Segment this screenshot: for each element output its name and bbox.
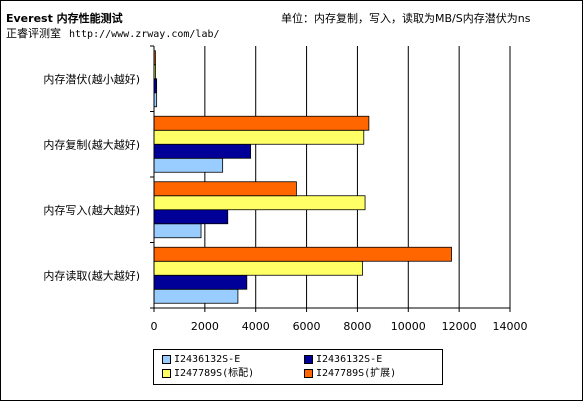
legend-item: I2436132S-E bbox=[162, 353, 240, 367]
bar bbox=[153, 115, 370, 131]
x-tick-label: 2000 bbox=[191, 320, 219, 333]
source-line: 正睿评测室 http://www.zrway.com/lab/ bbox=[6, 25, 220, 41]
bar bbox=[153, 223, 202, 239]
legend-swatch bbox=[162, 368, 171, 378]
x-tick-label: 6000 bbox=[293, 320, 321, 333]
x-tick-label: 8000 bbox=[343, 320, 371, 333]
bar bbox=[153, 195, 366, 211]
legend-swatch bbox=[304, 354, 313, 364]
x-tick-label: 12000 bbox=[442, 320, 477, 333]
category-label: 内存读取(越大越好) bbox=[43, 268, 140, 282]
x-tick-label: 0 bbox=[151, 320, 158, 333]
category-label: 内存潜伏(越小越好) bbox=[43, 72, 140, 86]
legend-label: I247789S(标配) bbox=[174, 368, 255, 379]
x-tick-label: 4000 bbox=[242, 320, 270, 333]
legend: I2436132S-E I2436132S-E I247789S(标配) I24778… bbox=[153, 349, 443, 385]
x-tick-label: 10000 bbox=[391, 320, 426, 333]
bar bbox=[153, 246, 452, 262]
legend-label: I2436132S-E bbox=[174, 354, 241, 365]
category-label: 内存写入(越大越好) bbox=[43, 203, 140, 217]
bar bbox=[153, 288, 239, 304]
bar bbox=[153, 274, 248, 290]
legend-item: I247789S(扩展) bbox=[304, 367, 396, 381]
bar bbox=[153, 209, 229, 225]
bar bbox=[153, 129, 365, 145]
category-label: 内存复制(越大越好) bbox=[43, 137, 140, 151]
legend-item: I247789S(标配) bbox=[162, 367, 254, 381]
chart-title: Everest 内存性能测试 bbox=[6, 12, 123, 25]
legend-item: I2436132S-E bbox=[304, 353, 382, 367]
legend-label: I2436132S-E bbox=[316, 354, 383, 365]
x-tick-label: 14000 bbox=[493, 320, 528, 333]
legend-swatch bbox=[162, 354, 171, 364]
source-name: 正睿评测室 bbox=[6, 27, 61, 40]
bar bbox=[153, 181, 297, 197]
bar bbox=[153, 157, 224, 173]
bar bbox=[153, 143, 252, 159]
legend-label: I247789S(扩展) bbox=[316, 368, 397, 379]
bar bbox=[153, 260, 363, 276]
legend-swatch bbox=[304, 368, 313, 378]
unit-note: 单位：内存复制，写入，读取为MB/S内存潜伏为ns bbox=[281, 12, 531, 25]
source-url: http://www.zrway.com/lab/ bbox=[69, 29, 220, 40]
